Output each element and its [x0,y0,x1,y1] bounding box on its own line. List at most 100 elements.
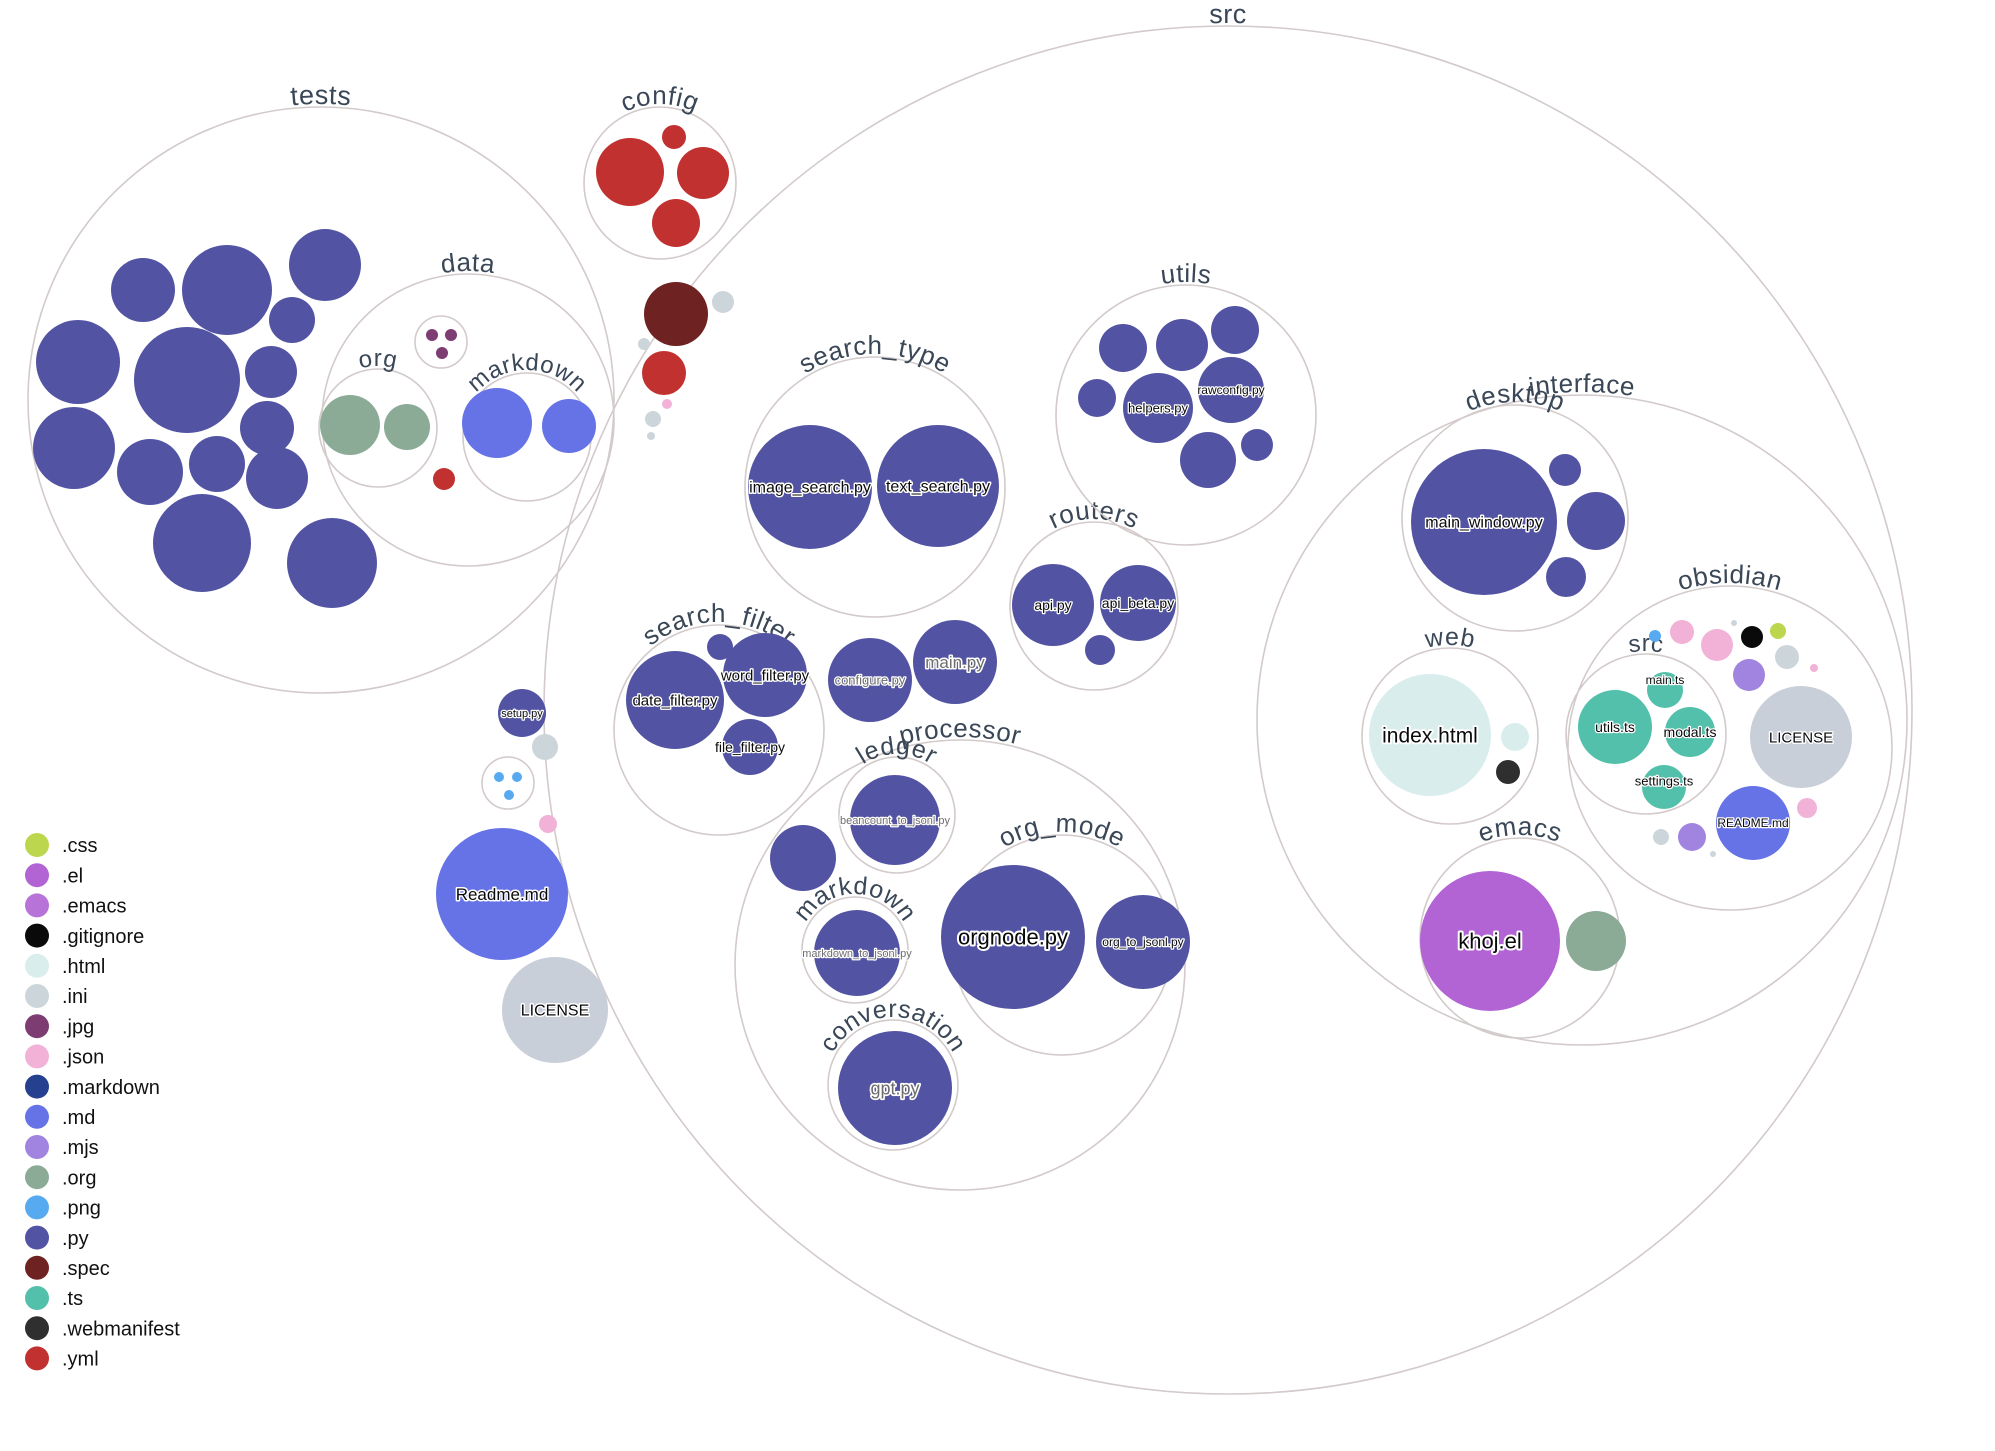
file-circle-file-ini [638,338,650,350]
dir-web: web [1361,623,1539,825]
file-label-main-window-py: main_window.py [1425,515,1542,532]
legend-dot-json [25,1044,49,1069]
dir-label-utils: utils [1159,258,1214,290]
file-orgnode-py: orgnode.py [941,865,1085,1009]
file-text-search-py: text_search.py [877,425,999,547]
file-circle-file-py [33,407,115,489]
legend-dot-markdown [25,1074,49,1099]
file-circle-file-md [462,388,532,458]
legend-row-markdown: .markdown [25,1074,160,1099]
file-label-helpers-py: helpers.py [1128,401,1188,416]
legend-label-md: .md [62,1107,95,1129]
file-circle-file-org [384,404,430,450]
file-file-py [1099,324,1147,372]
dir-label-interface: interface [1527,368,1637,402]
file-word-filter-py: word_filter.py [718,633,811,717]
file-circle-main-window-py [1411,449,1557,595]
file-file-jpg [436,347,448,359]
file-utils-ts: utils.ts [1578,690,1652,764]
file-file-ini [647,432,655,440]
file-label-word-filter-py: word_filter.py [720,667,810,684]
file-file-jpg [445,329,457,341]
file-circle-index-html [1369,674,1491,796]
file-circle-gpt-py [838,1031,952,1145]
file-label-main-py: main.py [925,653,985,672]
file-beancount-to-jsonl-py: beancount_to_jsonl.py [839,775,952,865]
file-file-png [494,772,504,782]
file-circle-file-md [542,399,596,453]
file-file-yml [596,138,664,206]
file-label-readme-md: README.md [1717,816,1788,830]
file-label-api-beta-py: api_beta.py [1102,595,1174,611]
file-circle-file-css [1770,623,1786,639]
file-circle-file-py [182,245,272,335]
file-file-ini [532,734,558,760]
file-circle-file-py [117,439,183,505]
file-label-text-search-py: text_search.py [886,479,990,496]
file-readme-md: README.md [1716,786,1790,860]
file-file-json [662,399,672,409]
file-circle-file-ini [647,432,655,440]
legend-row-ts: .ts [25,1286,83,1310]
file-circle-file-py [1156,319,1208,371]
legend-row-ini: .ini [25,984,88,1008]
file-circle-org-to-jsonl-py [1096,895,1190,989]
dir-label-data: data [439,247,497,279]
file-circle-file-ini [1731,620,1737,626]
legend-label-jpg: .jpg [62,1016,94,1038]
dir-circle-web [1361,647,1539,825]
file-circle-file-jpg [426,329,438,341]
file-file-org [1566,911,1626,971]
file-circle-file-ini [1653,829,1669,845]
file-main-window-py: main_window.py [1411,449,1557,595]
file-circle-file-yml [652,199,700,247]
file-file-py [153,494,251,592]
legend-dot-org [25,1165,49,1190]
file-file-py [287,518,377,608]
dir-circle-markdown-proc [801,896,909,1004]
file-file-ini [1731,620,1737,626]
file-label-rawconfig-py: rawconfig.py [1197,383,1264,397]
file-circle-beancount-to-jsonl-py [850,775,940,865]
file-label-index-html: index.html [1382,724,1478,747]
legend-dot-py [25,1225,49,1250]
file-circle-date-filter-py [626,651,724,749]
dir-circle-desktop [1401,404,1629,632]
legend-label-json: .json [62,1047,104,1069]
file-file-yml [662,125,686,149]
dir-png-dir [481,756,535,810]
file-circle-file-org [1566,911,1626,971]
file-label-image-search-py: image_search.py [749,480,871,497]
file-circle-file-filter-py [722,719,778,775]
file-circle-file-py [1099,324,1147,372]
file-helpers-py: helpers.py [1123,373,1193,443]
dir-circle-config [583,106,737,260]
file-readme-md: Readme.md [436,828,568,960]
file-circle-file-gitignore [1741,626,1763,648]
file-file-ini [1653,829,1669,845]
file-circle-file-py [707,634,733,660]
dir-label-tests: tests [289,80,352,111]
file-file-spec [644,282,708,346]
file-license: LICENSE [1750,686,1852,788]
file-markdown-to-jsonl-py: markdown_to_jsonl.py [801,910,913,996]
file-circle-file-yml [642,351,686,395]
file-circle-file-org [320,395,380,455]
file-file-json [1810,664,1818,672]
dir-label-config: config [616,80,704,118]
file-file-filter-py: file_filter.py [714,719,786,775]
file-circle-file-py [1546,557,1586,597]
file-configure-py: configure.py [828,638,912,722]
legend-row-webmanifest: .webmanifest [25,1316,180,1340]
dir-circle-org [318,368,438,488]
file-label-orgnode-py: orgnode.py [958,925,1068,950]
file-circle-file-py [289,229,361,301]
file-circle-file-yml [677,147,729,199]
legend-label-org: .org [62,1167,96,1189]
file-date-filter-py: date_filter.py [626,651,724,749]
file-file-py [117,439,183,505]
legend-row-md: .md [25,1104,95,1129]
file-circle-file-yml [596,138,664,206]
file-circle-file-png [494,772,504,782]
